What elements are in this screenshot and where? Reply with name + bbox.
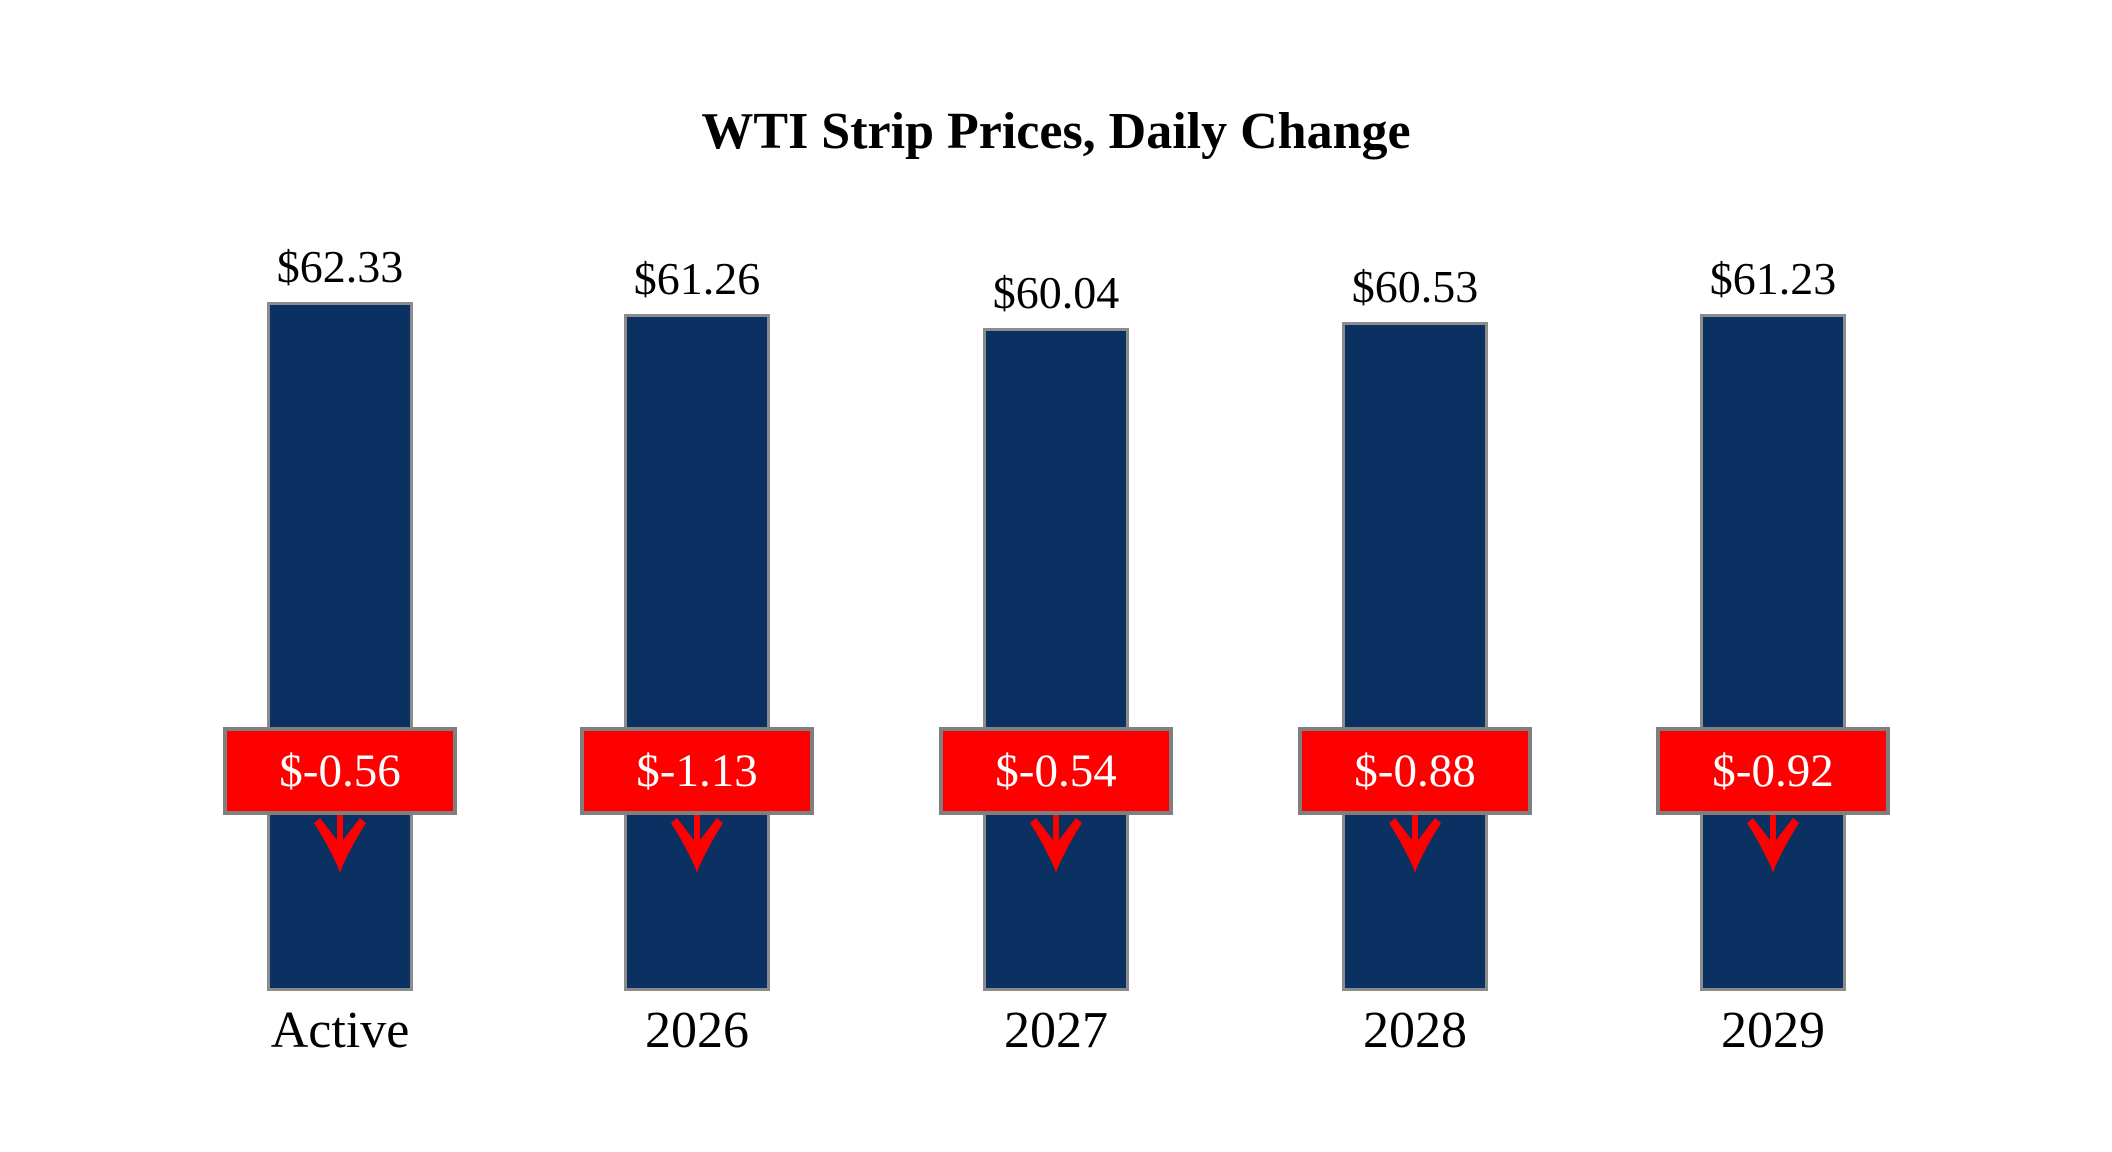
down-arrow-icon: [1030, 815, 1082, 873]
price-label: $62.33: [276, 241, 404, 292]
price-bar: [624, 314, 770, 991]
down-arrow-icon: [671, 815, 723, 873]
change-label: $-1.13: [636, 744, 758, 797]
category-label: Active: [270, 1002, 410, 1059]
bar-group: $60.53 $-0.88 2028: [1295, 0, 1535, 1152]
price-label: $61.26: [633, 253, 761, 304]
change-label: $-0.54: [995, 744, 1117, 797]
category-label: 2028: [1363, 1002, 1467, 1059]
price-bar: [983, 328, 1129, 991]
down-arrow-icon: [1747, 815, 1799, 873]
change-box: $-0.92: [1656, 727, 1890, 815]
change-box: $-0.56: [223, 727, 457, 815]
price-bar: [267, 302, 413, 991]
down-arrow-icon: [1389, 815, 1441, 873]
price-bar: [1700, 314, 1846, 991]
price-label: $60.04: [992, 267, 1120, 318]
bar-group: $61.26 $-1.13 2026: [577, 0, 817, 1152]
bar-group: $60.04 $-0.54 2027: [936, 0, 1176, 1152]
bar-group: $62.33 $-0.56 Active: [220, 0, 460, 1152]
down-arrow-icon: [314, 815, 366, 873]
category-label: 2029: [1721, 1002, 1825, 1059]
category-label: 2026: [645, 1002, 749, 1059]
price-label: $60.53: [1351, 261, 1479, 312]
bar-group: $61.23 $-0.92 2029: [1653, 0, 1893, 1152]
price-label: $61.23: [1709, 253, 1837, 304]
chart-title: WTI Strip Prices, Daily Change: [701, 103, 1411, 160]
category-label: 2027: [1004, 1002, 1108, 1059]
change-label: $-0.56: [279, 744, 401, 797]
change-box: $-1.13: [580, 727, 814, 815]
change-box: $-0.88: [1298, 727, 1532, 815]
change-label: $-0.88: [1354, 744, 1476, 797]
change-label: $-0.92: [1712, 744, 1834, 797]
change-box: $-0.54: [939, 727, 1173, 815]
price-bar: [1342, 322, 1488, 991]
